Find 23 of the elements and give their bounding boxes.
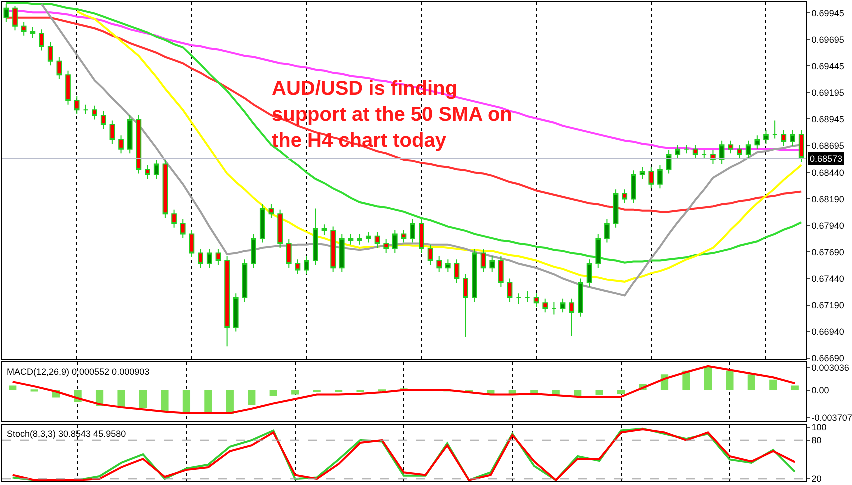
y-tick-label: 0.67440	[812, 274, 844, 284]
y-tick-label: 0.67940	[812, 220, 844, 231]
y-tick-label: 0.00	[812, 385, 830, 396]
y-tick-label: 0.69195	[812, 88, 844, 98]
y-tick-label: 0.003036	[812, 362, 850, 373]
y-tick-label: 0.67190	[812, 300, 844, 310]
y-tick-label: -0.003707	[812, 413, 852, 424]
y-tick-label: 0.69695	[812, 34, 844, 45]
y-tick-label: 0.68190	[812, 194, 844, 204]
text: MACD(12,26,9) 0.000552 0.000903	[7, 367, 150, 377]
y-tick-label: 0.68945	[812, 114, 844, 124]
y-tick-label: 0.67690	[812, 247, 844, 258]
y-tick-label: 0.69445	[812, 61, 844, 72]
y-tick-label: 0.69945	[812, 8, 844, 18]
y-tick-label: 0.66690	[812, 353, 844, 364]
text: Stoch(8,3,3) 30.8543 45.9580	[7, 429, 126, 439]
y-tick-label: 100	[812, 422, 827, 433]
y-tick-label: 0.68695	[812, 140, 844, 151]
y-tick-label: 0.68440	[812, 168, 844, 178]
y-tick-label: 80	[812, 436, 822, 446]
y-tick-label: 0.66940	[812, 326, 844, 337]
y-tick-label: 20	[812, 474, 822, 484]
ref-line-label: 0.68573	[810, 154, 843, 164]
